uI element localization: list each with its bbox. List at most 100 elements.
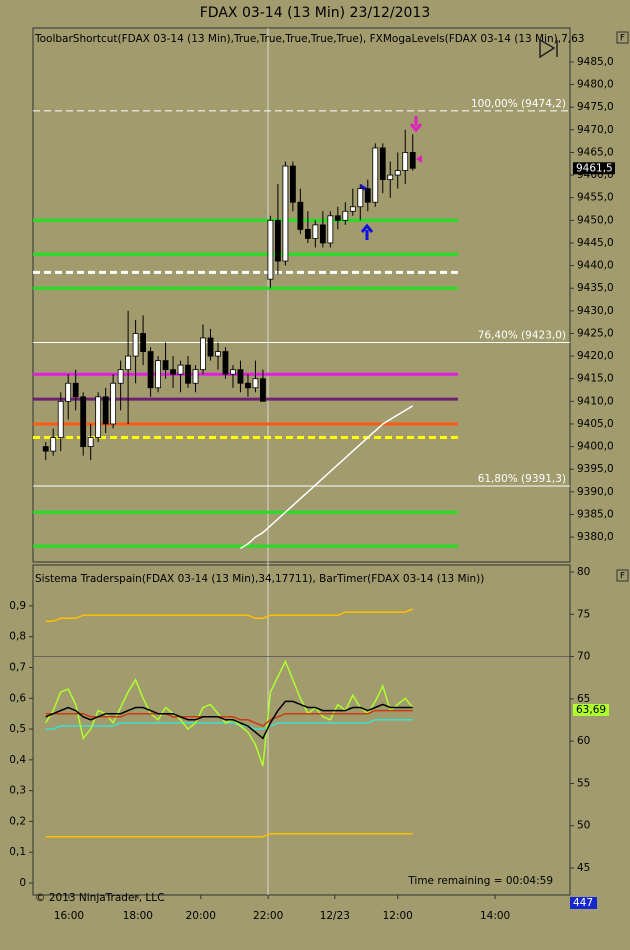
copyright: © 2013 NinjaTrader, LLC [35,892,164,904]
indicator-panel-title: Sistema Traderspain(FDAX 03-14 (13 Min),… [35,573,484,585]
candle-body [110,382,117,425]
y2-tick-label: 80 [577,566,590,578]
last-value-box [573,703,609,716]
page-title: FDAX 03-14 (13 Min) 23/12/2013 [200,5,431,21]
candle-body [297,201,304,230]
candle-body [42,446,49,452]
candle-body [50,437,57,452]
series-line [45,709,413,727]
candle-body [282,165,289,262]
y-tick-label: 9430,0 [577,305,614,317]
candle-body [87,437,94,448]
candle-body [409,152,416,169]
level-label: 61,80% (9391,3) [478,473,566,485]
candle-body [215,351,221,357]
y2-tick-label: 45 [577,862,590,874]
y-tick-label: 9455,0 [577,192,614,204]
signal-marker [416,155,422,163]
candle-body [394,170,401,176]
panel-button[interactable] [616,569,629,582]
y-tick-label: 9415,0 [577,373,614,385]
y-tick-label: 9440,0 [577,260,614,272]
y-tick-label: 9445,0 [577,237,614,249]
candle-body [192,369,199,384]
level-label: 100,00% (9474,2) [471,98,566,110]
y-tick-label: 0,7 [9,662,26,674]
candle-body [57,400,64,438]
candle-body [319,224,326,244]
y2-tick-label: 60 [577,735,590,747]
candle-body [342,210,349,221]
series-line [45,659,414,767]
indicator-panel [32,564,571,896]
y-tick-label: 0,4 [9,754,26,766]
y-tick-label: 0,3 [9,785,26,797]
series-line [45,608,413,623]
candle-body [304,228,311,239]
price-panel [32,27,571,563]
candle-body [334,215,341,221]
y-tick-label: 9390,0 [577,486,614,498]
candle-body [80,396,87,448]
candle-body [200,337,206,371]
candle-body [312,224,319,239]
series-line [240,405,414,550]
candle-body [132,333,139,357]
x-tick-label: 12/23 [320,910,350,922]
panel-button-icon: F [620,572,625,582]
last-price-label: 9461,5 [576,162,613,174]
y-tick-label: 9395,0 [577,463,614,475]
y-tick-label: 9485,0 [577,56,614,68]
y-tick-label: 9425,0 [577,327,614,339]
y-tick-label: 0,1 [9,846,26,858]
y-tick-label: 9410,0 [577,395,614,407]
candle-body [147,351,154,389]
y-tick-label: 9435,0 [577,282,614,294]
buy-arrow [360,223,374,240]
candle-body [349,206,356,212]
y2-tick-label: 65 [577,693,590,705]
candle-body [140,333,146,352]
candle-body [379,147,386,181]
candle-body [155,360,161,389]
y-tick-label: 0,9 [9,600,26,612]
x-tick-label: 12:00 [383,910,413,922]
x-tick-label: 18:00 [123,910,153,922]
candle-body [357,188,364,208]
candle-body [267,219,274,280]
panel-button-icon: F [620,34,625,44]
candle-body [387,174,394,181]
y2-tick-label: 50 [577,820,590,832]
y-tick-label: 9405,0 [577,418,614,430]
candle-body [237,369,244,384]
candle-body [125,355,132,371]
candle-body [95,396,102,438]
candle-body [222,351,229,375]
candle-body [102,396,109,425]
bar-count: 447 [573,897,593,909]
y2-tick-label: 70 [577,651,590,663]
series-line [45,832,413,838]
x-tick-label: 20:00 [186,910,216,922]
candle-body [230,369,236,375]
toolbar-icon[interactable] [539,38,558,59]
y-tick-label: 9400,0 [577,441,614,453]
x-tick-label: 22:00 [253,910,283,922]
y-tick-label: 0,6 [9,692,26,704]
series-line [45,719,413,730]
y-tick-label: 0 [19,877,26,889]
y-tick-label: 9475,0 [577,101,614,113]
candle-body [402,152,409,171]
y-tick-label: 0,5 [9,723,26,735]
candle-body [117,369,124,384]
panel-button[interactable] [616,31,629,44]
last-value-label: 63,69 [576,704,606,716]
annotation: Time remaining = 00:04:59 [407,875,553,887]
candle-body [364,188,371,203]
y-tick-label: 9470,0 [577,124,614,136]
y-tick-label: 9380,0 [577,531,614,543]
candle-body [72,382,79,398]
candle-body [260,378,266,402]
